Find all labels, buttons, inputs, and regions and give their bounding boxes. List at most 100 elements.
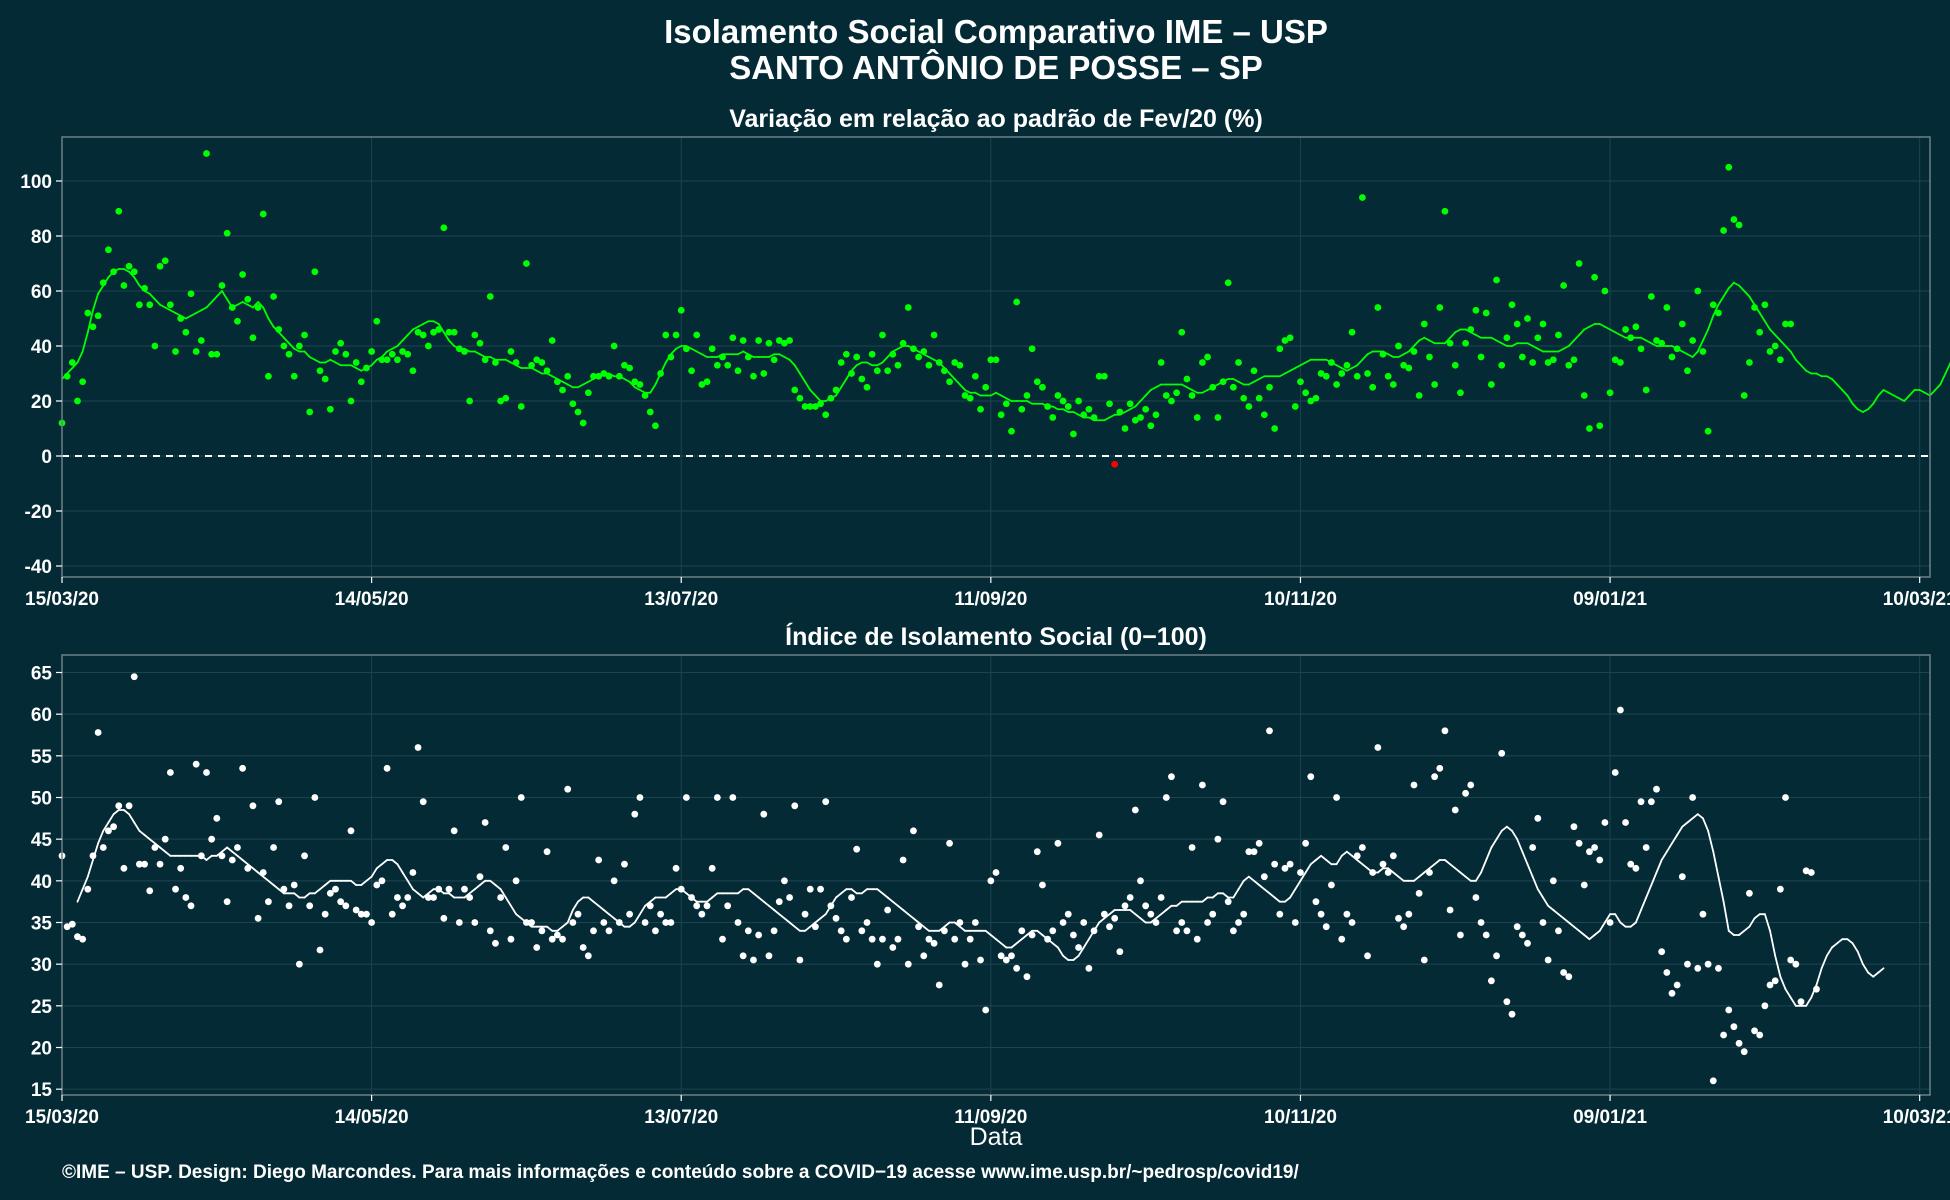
variation-x-axis: 15/03/20 14/05/20 13/07/20 11/09/20 10/11/20… bbox=[25, 577, 1950, 610]
data-point bbox=[940, 367, 948, 375]
moving-average-segment bbox=[840, 888, 848, 895]
y-tick-label: 65 bbox=[31, 664, 53, 685]
moving-average-segment bbox=[1645, 339, 1653, 345]
data-point bbox=[1333, 381, 1340, 388]
moving-average-segment bbox=[1583, 934, 1591, 941]
data-point bbox=[688, 894, 695, 901]
data-point bbox=[1622, 326, 1629, 333]
moving-average-segment bbox=[1500, 825, 1508, 832]
moving-average-segment bbox=[1640, 336, 1648, 342]
data-point bbox=[1761, 1002, 1769, 1010]
moving-average-segment bbox=[153, 298, 161, 306]
moving-average-segment bbox=[386, 347, 394, 353]
data-point bbox=[1085, 405, 1093, 413]
moving-average-segment bbox=[1345, 850, 1353, 857]
data-point bbox=[987, 877, 995, 885]
data-point bbox=[1240, 394, 1248, 402]
moving-average-segment bbox=[752, 892, 760, 899]
moving-average-segment bbox=[1634, 909, 1642, 924]
y-tick-label: 60 bbox=[31, 705, 52, 726]
data-point bbox=[326, 405, 334, 413]
moving-average-segment bbox=[1315, 854, 1322, 861]
data-point bbox=[1642, 844, 1650, 851]
data-point bbox=[951, 359, 959, 366]
moving-average-segment bbox=[1872, 971, 1880, 978]
moving-average-segment bbox=[1939, 372, 1947, 386]
data-point bbox=[352, 906, 360, 914]
data-point bbox=[977, 405, 984, 413]
data-point bbox=[1529, 844, 1537, 851]
data-point bbox=[1405, 364, 1413, 372]
data-point bbox=[930, 331, 938, 339]
data-point bbox=[115, 207, 123, 215]
moving-average-segment bbox=[1490, 838, 1498, 849]
moving-average-segment bbox=[1681, 821, 1689, 828]
data-point bbox=[110, 268, 118, 276]
moving-average-segment bbox=[1222, 892, 1230, 899]
data-point bbox=[946, 378, 953, 386]
index-panel-title: Índice de Isolamento Social (0−100) bbox=[785, 622, 1207, 651]
moving-average-segment bbox=[499, 888, 507, 899]
data-point bbox=[1013, 298, 1021, 306]
data-point bbox=[1379, 860, 1387, 868]
moving-average-segment bbox=[1702, 328, 1710, 342]
data-point bbox=[120, 864, 128, 872]
data-point bbox=[120, 282, 128, 289]
moving-average-segment bbox=[1413, 875, 1421, 882]
moving-average-segment bbox=[148, 292, 156, 301]
data-point bbox=[1126, 400, 1134, 408]
data-point bbox=[223, 229, 231, 237]
moving-average-segment bbox=[391, 859, 399, 866]
data-point bbox=[502, 844, 510, 851]
data-point bbox=[904, 960, 912, 968]
moving-average-segment bbox=[313, 888, 321, 895]
moving-average-segment bbox=[1361, 353, 1369, 361]
data-point bbox=[713, 794, 721, 801]
data-point bbox=[68, 359, 76, 366]
data-point bbox=[280, 342, 288, 350]
data-point bbox=[1673, 981, 1681, 989]
data-point bbox=[1457, 389, 1464, 397]
moving-average-segment bbox=[1536, 347, 1544, 353]
moving-average-segment bbox=[448, 892, 456, 899]
moving-average-segment bbox=[1464, 875, 1472, 882]
moving-average-segment bbox=[1454, 328, 1462, 334]
data-point bbox=[110, 823, 118, 831]
moving-average-segment bbox=[236, 854, 244, 861]
data-point bbox=[1276, 345, 1284, 353]
data-point bbox=[1653, 785, 1660, 793]
data-point bbox=[1028, 345, 1036, 353]
data-point bbox=[512, 877, 520, 885]
data-point bbox=[481, 819, 489, 826]
data-point bbox=[1586, 848, 1593, 856]
moving-average-segment bbox=[1485, 846, 1493, 861]
moving-average-segment bbox=[1505, 825, 1513, 832]
moving-average-segment bbox=[1304, 358, 1312, 364]
data-point bbox=[1100, 372, 1108, 380]
moving-average-segment bbox=[133, 821, 141, 832]
data-point bbox=[719, 353, 726, 361]
moving-average-segment bbox=[1707, 829, 1715, 853]
data-point bbox=[151, 844, 159, 851]
data-point bbox=[1183, 375, 1191, 383]
data-point bbox=[1539, 320, 1547, 328]
moving-average-segment bbox=[195, 309, 203, 314]
data-point bbox=[1493, 952, 1500, 960]
data-point bbox=[383, 356, 391, 364]
data-point bbox=[476, 339, 484, 347]
data-point bbox=[1596, 856, 1604, 864]
moving-average-segment bbox=[1144, 389, 1152, 397]
data-point bbox=[275, 326, 283, 333]
moving-average-segment bbox=[1748, 917, 1756, 928]
moving-average-segment bbox=[164, 306, 172, 312]
data-point bbox=[332, 885, 339, 893]
y-tick-label: -20 bbox=[25, 502, 52, 523]
data-point bbox=[373, 881, 381, 889]
data-point bbox=[1606, 389, 1614, 397]
moving-average-segment bbox=[66, 367, 74, 375]
data-point bbox=[1152, 411, 1160, 419]
data-point bbox=[326, 889, 334, 897]
data-point bbox=[1601, 287, 1609, 295]
data-point bbox=[1508, 1010, 1516, 1018]
moving-average-segment bbox=[1103, 416, 1111, 422]
